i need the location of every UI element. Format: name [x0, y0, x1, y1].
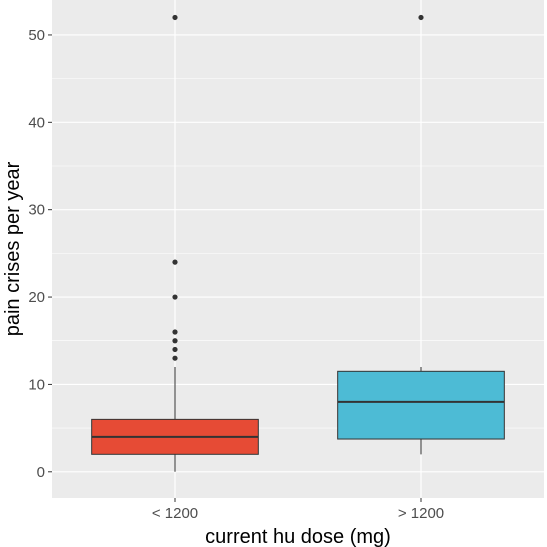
- y-axis-ticks: 0 10 20 30 40 50: [28, 27, 52, 481]
- box-series: [91, 14, 505, 472]
- y-tick-label: 40: [28, 114, 45, 131]
- box-body: [337, 370, 505, 440]
- outlier-point: [172, 346, 178, 353]
- outlier-point: [172, 294, 178, 300]
- y-tick-label: 20: [28, 289, 45, 306]
- box-group: [91, 14, 259, 472]
- y-axis-title: pain crises per year: [2, 161, 24, 336]
- x-axis-title: current hu dose (mg): [205, 526, 391, 547]
- y-tick-label: 10: [28, 376, 45, 393]
- outlier-point: [418, 14, 424, 21]
- outlier-point: [172, 338, 178, 344]
- y-tick-label: 30: [28, 202, 45, 219]
- y-tick-label: 50: [28, 27, 45, 44]
- outlier-point: [172, 259, 178, 265]
- x-tick-label: < 1200: [152, 505, 198, 522]
- y-tick-label: 0: [37, 464, 45, 481]
- box-group: [337, 14, 505, 455]
- outlier-point: [172, 329, 178, 335]
- outlier-point: [172, 14, 178, 21]
- x-tick-label: > 1200: [398, 505, 444, 522]
- outlier-point: [172, 355, 178, 361]
- x-axis-ticks: < 1200 > 1200: [152, 498, 444, 522]
